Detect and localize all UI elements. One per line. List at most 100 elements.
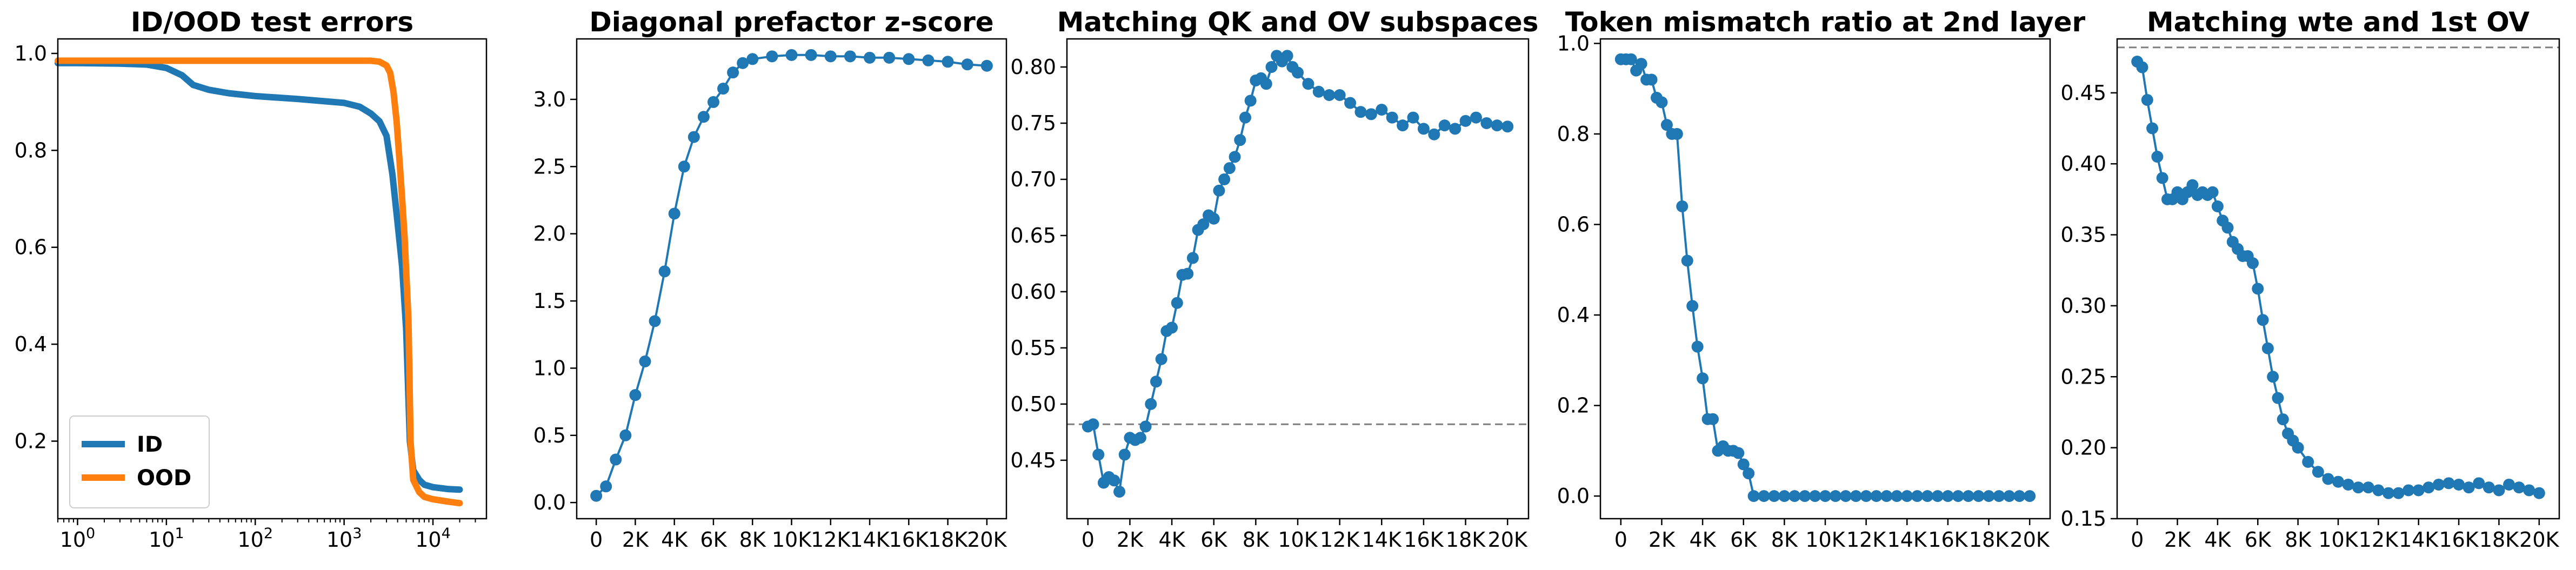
y-tick-label: 0.55 bbox=[1010, 336, 1056, 360]
data-point bbox=[805, 49, 817, 61]
data-point bbox=[1265, 61, 1278, 73]
x-tick-label: 12K bbox=[1846, 528, 1886, 552]
x-tick-label: 18K bbox=[928, 528, 968, 552]
y-tick-label: 0.2 bbox=[1557, 394, 1590, 418]
data-point bbox=[2024, 490, 2036, 502]
x-tick-label: 10K bbox=[772, 528, 812, 552]
data-point bbox=[1150, 375, 1162, 388]
data-point bbox=[2277, 413, 2289, 426]
data-point bbox=[2362, 481, 2374, 494]
data-point bbox=[1747, 490, 1760, 502]
series-line-1 bbox=[2136, 61, 2540, 494]
data-point bbox=[2523, 484, 2535, 497]
data-point bbox=[1993, 490, 2005, 502]
y-tick-label: 2.0 bbox=[533, 222, 566, 246]
x-tick-label: 16K bbox=[1928, 528, 1968, 552]
x-tick-label: 8K bbox=[739, 528, 766, 552]
y-tick-label: 0.40 bbox=[2060, 152, 2106, 176]
x-tick-label: 16K bbox=[2439, 528, 2479, 552]
data-point bbox=[1778, 490, 1791, 502]
y-tick-label: 0.0 bbox=[533, 491, 566, 514]
chart-title: ID/OOD test errors bbox=[131, 6, 413, 38]
panel-token-mismatch-ratio: Token mismatch ratio at 2nd layer 0 2K 4K 6… bbox=[1557, 6, 2086, 552]
data-point bbox=[2403, 484, 2415, 497]
x-tick-label: 2K bbox=[1117, 528, 1144, 552]
data-point bbox=[1218, 173, 1231, 185]
data-point bbox=[1229, 151, 1241, 163]
data-point bbox=[1166, 321, 1178, 334]
data-point bbox=[2221, 222, 2234, 234]
data-point bbox=[2453, 478, 2465, 491]
y-tick-label: 0.6 bbox=[15, 236, 47, 259]
data-point bbox=[1829, 490, 1841, 502]
y-tick-label: 1.0 bbox=[1557, 31, 1590, 55]
panel-id-ood-test-errors: ID/OOD test errors 100 101 102 103 104 0.2 0.4… bbox=[15, 6, 488, 552]
data-point bbox=[1799, 490, 1811, 502]
data-point bbox=[1501, 120, 1514, 133]
y-tick-label: 0.75 bbox=[1010, 111, 1056, 135]
data-point bbox=[1155, 353, 1167, 365]
data-point bbox=[2146, 122, 2159, 135]
data-point bbox=[2442, 477, 2455, 489]
data-point bbox=[2267, 371, 2279, 383]
y-tick-label: 0.25 bbox=[2060, 365, 2106, 388]
data-point bbox=[1707, 413, 1719, 425]
x-tick-label: 2K bbox=[2164, 528, 2191, 552]
data-point bbox=[1635, 58, 1647, 70]
x-tick-label: 104 bbox=[415, 525, 451, 552]
data-point bbox=[1686, 300, 1699, 312]
data-point bbox=[2156, 172, 2168, 184]
data-point bbox=[2533, 487, 2545, 499]
x-tick-label: 20K bbox=[2519, 528, 2559, 552]
chart-title: Token mismatch ratio at 2nd layer bbox=[1565, 6, 2086, 38]
data-point bbox=[2261, 342, 2274, 354]
chart-title: Diagonal prefactor z-score bbox=[589, 6, 993, 38]
data-point bbox=[2392, 487, 2405, 499]
data-point bbox=[1656, 96, 1668, 109]
data-point bbox=[727, 66, 739, 79]
x-tick-label: 14K bbox=[1362, 528, 1402, 552]
y-tick-label: 1.0 bbox=[15, 42, 47, 65]
series-line-id bbox=[55, 59, 463, 493]
data-point bbox=[1171, 297, 1183, 309]
y-tick-label: 0.4 bbox=[15, 332, 47, 356]
legend-label: OOD bbox=[137, 466, 191, 491]
data-point bbox=[1139, 420, 1152, 433]
data-point bbox=[824, 50, 837, 63]
data-point bbox=[1737, 458, 1750, 471]
data-point bbox=[1809, 490, 1821, 502]
data-point bbox=[1480, 117, 1493, 129]
data-point bbox=[1118, 448, 1131, 461]
data-point bbox=[1365, 108, 1377, 120]
data-point bbox=[1145, 398, 1157, 410]
y-tick-label: 0.65 bbox=[1010, 224, 1056, 247]
y-tick-label: 0.50 bbox=[1010, 392, 1056, 416]
data-point bbox=[2257, 314, 2269, 326]
data-point bbox=[2292, 441, 2304, 454]
axes-frame bbox=[576, 38, 1007, 520]
data-point bbox=[2136, 61, 2148, 73]
x-tick-label: 18K bbox=[1446, 528, 1486, 552]
data-point bbox=[717, 83, 730, 95]
data-point bbox=[1671, 128, 1683, 140]
y-tick-label: 0.20 bbox=[2060, 436, 2106, 460]
data-point bbox=[1870, 490, 1883, 502]
data-point bbox=[980, 59, 993, 72]
x-tick-label: 10K bbox=[1805, 528, 1845, 552]
data-point bbox=[2422, 481, 2435, 494]
data-point bbox=[1449, 123, 1461, 135]
data-point bbox=[2013, 490, 2026, 502]
data-point bbox=[1376, 104, 1388, 116]
data-point bbox=[678, 160, 690, 173]
x-tick-label: 6K bbox=[1730, 528, 1757, 552]
x-tick-label: 12K bbox=[2359, 528, 2399, 552]
data-point bbox=[1645, 73, 1658, 86]
data-point bbox=[2322, 473, 2334, 485]
panel-matching-qk-ov-subspaces: Matching QK and OV subspaces 0 2K 4K 6K 8K 10… bbox=[1010, 6, 1538, 552]
data-point bbox=[2352, 481, 2365, 494]
data-point bbox=[2473, 477, 2485, 489]
data-point bbox=[1197, 218, 1210, 231]
y-tick-label: 0.8 bbox=[15, 138, 47, 162]
data-point bbox=[1952, 490, 1964, 502]
